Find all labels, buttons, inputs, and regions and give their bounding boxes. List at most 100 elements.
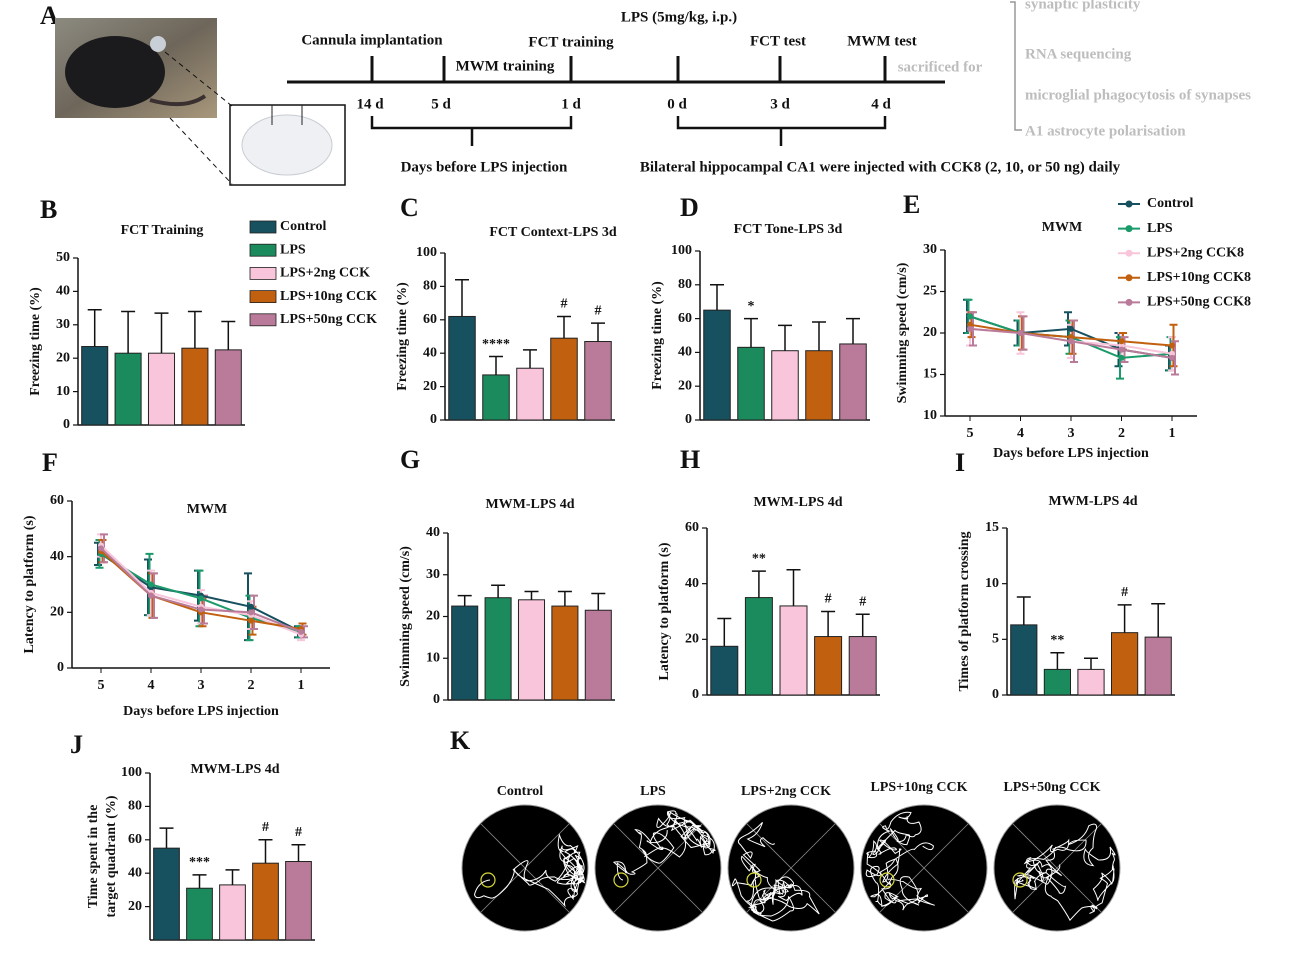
bar (848, 636, 877, 696)
bar (451, 605, 479, 701)
bar (1077, 668, 1105, 696)
point (248, 617, 254, 624)
legend-label: LPS (280, 242, 306, 257)
error-bar (192, 874, 207, 889)
platform (613, 872, 629, 888)
platform (746, 872, 762, 888)
error-bar (855, 613, 870, 637)
error-bar (1016, 596, 1031, 625)
timeline-event: LPS (5mg/kg, i.p.) (621, 9, 737, 25)
chart-title: MWM (187, 502, 227, 517)
significance-label: # (859, 595, 866, 610)
day-label: 1 d (561, 96, 581, 112)
timeline-event: FCT training (528, 34, 614, 50)
y-axis-label: Latency to platform (s) (657, 542, 672, 680)
platform (879, 872, 895, 888)
chart-title: MWM-LPS 4d (485, 497, 574, 512)
y-tick-label: 20 (923, 325, 937, 340)
significance-label: **** (482, 337, 510, 352)
bar (737, 346, 765, 421)
error-bar (717, 617, 732, 647)
y-tick-label: 40 (685, 576, 699, 591)
point (198, 595, 204, 602)
day-label: 0 d (667, 96, 687, 112)
y-tick-label: 40 (426, 525, 440, 540)
x-tick-label: 5 (98, 678, 105, 693)
day-label: 3 d (770, 96, 790, 112)
legend-swatch (249, 313, 277, 327)
y-axis-label: Time spent in the (86, 805, 101, 909)
legend-label: LPS (1147, 221, 1173, 236)
quadrant-line (613, 823, 703, 913)
y-tick-label: 60 (128, 832, 142, 847)
swim-track (1014, 823, 1116, 922)
legend-label: LPS+10ng CCK (280, 289, 377, 304)
y-tick-label: 5 (992, 632, 999, 647)
error-bar (751, 570, 766, 598)
day-label: 14 d (356, 96, 384, 112)
y-axis-label: Swimming speed (cm/s) (895, 262, 910, 403)
legend-label: LPS+2ng CCK (280, 266, 370, 281)
legend-dot (1125, 274, 1133, 282)
bar (1043, 668, 1072, 696)
track-label: LPS+2ng CCK (741, 784, 831, 799)
bar (550, 337, 578, 421)
platform (480, 872, 496, 888)
y-axis-label: Freezing time (%) (28, 287, 43, 396)
y-tick-label: 40 (678, 345, 692, 360)
y-tick-label: 20 (678, 378, 692, 393)
significance-label: * (748, 299, 755, 314)
outcome: microglial phagocytosis of synapses (1025, 87, 1251, 103)
error-bar (121, 310, 136, 354)
point (1169, 354, 1175, 361)
point (1118, 354, 1125, 361)
y-tick-label: 10 (923, 408, 937, 423)
legend-swatch (249, 290, 277, 304)
error-bar (187, 310, 202, 349)
point (967, 321, 973, 328)
error-bar (1084, 657, 1098, 670)
chart-title: MWM (1042, 220, 1082, 235)
x-tick-label: 2 (1118, 426, 1125, 441)
dashed-pointer (169, 117, 233, 185)
y-axis-label: Freezing time (%) (650, 281, 665, 390)
cannula (150, 36, 166, 52)
bracket (676, 116, 887, 146)
point (1068, 338, 1074, 345)
point (148, 592, 154, 599)
swim-track (865, 811, 935, 911)
y-tick-label: 20 (50, 605, 64, 620)
y-tick-label: 20 (423, 379, 437, 394)
point (1118, 338, 1125, 345)
error-bar (1117, 604, 1132, 633)
bar (703, 309, 731, 421)
panel-letter: B (40, 195, 57, 224)
y-tick-label: 0 (685, 412, 692, 427)
error-bar (812, 321, 826, 351)
y-axis-label: Freezing time (%) (395, 282, 410, 391)
bracket-label: Days before LPS injection (401, 159, 568, 175)
point (98, 545, 104, 552)
bar (839, 343, 867, 421)
y-axis-label: Swimming speed (cm/s) (398, 546, 413, 687)
y-tick-label: 80 (678, 277, 692, 292)
significance-label: # (595, 303, 602, 318)
bar (153, 847, 180, 941)
legend-dot (1125, 225, 1133, 233)
bar (484, 597, 512, 701)
y-axis-label: Times of platform crossing (957, 531, 972, 691)
y-tick-label: 20 (685, 632, 699, 647)
legend-label: LPS+50ng CCK (280, 312, 377, 327)
x-tick-label: 4 (148, 678, 155, 693)
mouse-tail (149, 94, 207, 107)
chart-title: FCT Tone-LPS 3d (734, 222, 843, 237)
significance-label: # (561, 297, 568, 312)
point (1118, 342, 1125, 349)
error-bar (1151, 602, 1166, 638)
x-tick-label: 5 (967, 426, 974, 441)
bar (147, 352, 176, 426)
panel-letter: J (70, 730, 83, 759)
panel-letter: K (450, 726, 471, 755)
bar (584, 341, 612, 421)
panel-letter: G (400, 445, 420, 474)
